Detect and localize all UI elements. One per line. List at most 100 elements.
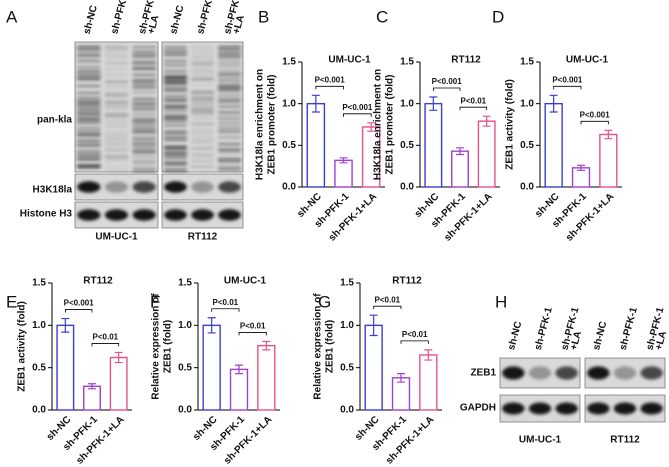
chart-title: RT112 (392, 276, 422, 287)
band (132, 131, 156, 135)
bar (109, 356, 128, 411)
error-bar (235, 364, 243, 375)
lane-label: sh-PFK-1 (533, 306, 555, 352)
x-tick-label: sh-PFK-1+LA (564, 191, 616, 243)
band (77, 108, 101, 112)
lane-label: sh-NC (168, 4, 186, 35)
band (104, 80, 129, 83)
band (191, 72, 214, 75)
error-bar (114, 351, 123, 364)
band (218, 136, 241, 139)
bar (477, 120, 496, 188)
significance-bracket (211, 308, 240, 312)
significance-bracket (315, 85, 344, 90)
lane-label: +LA (568, 330, 584, 351)
band (502, 402, 525, 415)
band (164, 135, 187, 139)
error-bar (61, 317, 70, 333)
panel-letter: B (258, 7, 269, 26)
y-tick-label: 0.0 (32, 405, 46, 416)
band (164, 75, 187, 79)
bands (77, 181, 156, 193)
y-tick-label: 0.5 (400, 140, 414, 151)
significance-bracket (343, 113, 372, 117)
band (77, 133, 101, 137)
band (218, 152, 241, 154)
lane-label: sh-NC (506, 320, 524, 351)
band (218, 148, 241, 152)
band (218, 130, 241, 133)
y-axis-label: ZEB1 promoter (fold) (267, 75, 278, 175)
bar (257, 344, 276, 411)
band (218, 116, 241, 120)
band (164, 146, 187, 150)
band (164, 99, 187, 102)
panel-letter: A (6, 7, 18, 26)
band (164, 124, 187, 127)
error-bar (88, 383, 96, 390)
band (164, 109, 187, 112)
band (191, 61, 214, 65)
band (77, 78, 101, 80)
band (218, 66, 241, 69)
significance-bracket (238, 332, 267, 336)
chart-title: RT112 (83, 276, 113, 287)
band (77, 54, 101, 57)
band (132, 150, 156, 154)
band (104, 159, 129, 162)
bands (77, 46, 156, 173)
y-axis-label: Relative expression of (151, 293, 162, 400)
band (132, 55, 156, 58)
band (77, 100, 101, 105)
band (132, 51, 156, 55)
band (587, 402, 610, 415)
band (77, 70, 101, 73)
row-label: ZEB1 (470, 368, 496, 379)
band (191, 50, 214, 54)
band (132, 73, 156, 77)
band (132, 181, 156, 193)
band (191, 96, 214, 100)
band (191, 46, 214, 49)
band (104, 125, 129, 128)
bar (56, 324, 75, 411)
band (191, 181, 214, 193)
band (218, 74, 241, 77)
panel-letter: G (318, 292, 331, 311)
band (132, 84, 156, 89)
band (555, 366, 578, 380)
band (528, 402, 552, 415)
band (640, 366, 663, 380)
bands (164, 209, 241, 221)
bar (544, 102, 563, 188)
bar (599, 133, 618, 188)
band (164, 114, 187, 119)
bar (424, 102, 443, 188)
band (77, 85, 101, 87)
band (132, 209, 156, 221)
y-axis-label: H3K18la enrichment on (255, 69, 266, 180)
band (528, 366, 552, 380)
band (104, 108, 129, 110)
lane-label: sh-PFK-1 (109, 0, 131, 35)
chart-title: UM-UC-1 (328, 55, 371, 66)
band (77, 120, 101, 124)
band (104, 55, 129, 58)
band (104, 139, 129, 141)
band (218, 84, 241, 88)
y-tick-label: 0.0 (520, 182, 534, 193)
significance-label: P<0.001 (315, 75, 346, 84)
band (164, 50, 187, 53)
band (132, 169, 156, 173)
band (104, 46, 129, 49)
band (502, 366, 525, 380)
band (104, 92, 129, 96)
y-tick-label: 1.0 (32, 320, 46, 331)
significance-bracket (553, 85, 582, 90)
error-bar (262, 340, 271, 351)
band (191, 140, 214, 144)
band (104, 169, 129, 172)
error-bar (577, 164, 585, 171)
band (218, 111, 241, 114)
significance-label: P<0.01 (213, 298, 239, 307)
